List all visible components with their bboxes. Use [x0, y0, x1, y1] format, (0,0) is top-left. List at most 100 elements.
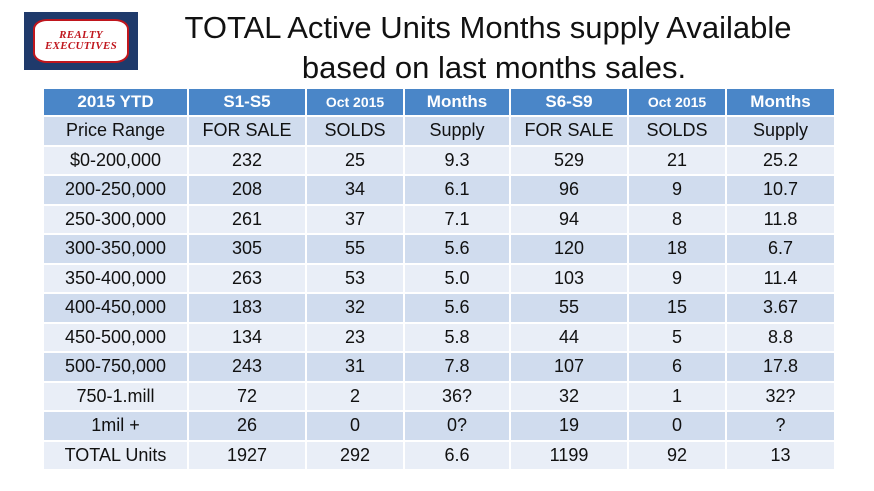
s1-s5-for-sale-cell: FOR SALE: [189, 117, 305, 145]
realty-executives-logo: REALTY EXECUTIVES: [24, 12, 138, 70]
s6-s9-for-sale-cell: 529: [511, 146, 627, 174]
s6-s9-supply-cell: Supply: [727, 117, 834, 145]
s1-s5-for-sale-cell: 72: [189, 382, 305, 410]
table-row: 400-450,000 183 32 5.6 55 15 3.67: [44, 294, 834, 322]
slide-title: TOTAL Active Units Months supply Availab…: [148, 8, 828, 88]
s1-s5-supply-cell: 5.6: [405, 235, 509, 263]
s6-s9-supply-cell: 32?: [727, 382, 834, 410]
s1-s5-solds-cell: 32: [307, 294, 403, 322]
s1-s5-solds-cell: 55: [307, 235, 403, 263]
price-range-cell: 450-500,000: [44, 323, 187, 351]
s1-s5-for-sale-cell: 26: [189, 412, 305, 440]
s1-s5-solds-cell: 23: [307, 323, 403, 351]
s1-s5-supply-cell: 7.8: [405, 353, 509, 381]
s1-s5-solds-cell: 34: [307, 176, 403, 204]
s1-s5-for-sale-cell: 263: [189, 264, 305, 292]
s1-s5-supply-cell: 5.8: [405, 323, 509, 351]
price-range-cell: Price Range: [44, 117, 187, 145]
price-range-cell: 400-450,000: [44, 294, 187, 322]
price-range-cell: 250-300,000: [44, 205, 187, 233]
s6-s9-solds-cell: 21: [629, 146, 725, 174]
s6-s9-supply-cell: 10.7: [727, 176, 834, 204]
price-range-cell: 500-750,000: [44, 353, 187, 381]
s1-s5-solds-cell: 53: [307, 264, 403, 292]
price-range-cell: 200-250,000: [44, 176, 187, 204]
s6-s9-for-sale-cell: 103: [511, 264, 627, 292]
s1-s5-supply-cell: 6.6: [405, 441, 509, 469]
logo-text-realty: REALTY: [59, 29, 103, 41]
s6-s9-supply-cell: 11.4: [727, 264, 834, 292]
s6-s9-for-sale-cell: 55: [511, 294, 627, 322]
s1-s5-supply-cell: 36?: [405, 382, 509, 410]
s6-s9-supply-cell: 17.8: [727, 353, 834, 381]
logo-text-executives: EXECUTIVES: [44, 40, 118, 52]
s1-s5-supply-cell: 9.3: [405, 146, 509, 174]
s6-s9-for-sale-cell: 107: [511, 353, 627, 381]
s6-s9-supply-cell: 3.67: [727, 294, 834, 322]
table-body: Price Range FOR SALE SOLDS Supply FOR SALE SO…: [44, 117, 834, 469]
price-range-cell: $0-200,000: [44, 146, 187, 174]
table-row: TOTAL Units 1927 292 6.6 1199 92 13: [44, 441, 834, 469]
s1-s5-solds-cell: 25: [307, 146, 403, 174]
s1-s5-for-sale-cell: 232: [189, 146, 305, 174]
s6-s9-for-sale-cell: 19: [511, 412, 627, 440]
s6-s9-solds-cell: 9: [629, 264, 725, 292]
header-months-s1: Months: [405, 89, 509, 115]
s1-s5-for-sale-cell: 208: [189, 176, 305, 204]
price-range-cell: 350-400,000: [44, 264, 187, 292]
s6-s9-solds-cell: 6: [629, 353, 725, 381]
s6-s9-supply-cell: 11.8: [727, 205, 834, 233]
table-row: 450-500,000 134 23 5.8 44 5 8.8: [44, 323, 834, 351]
header-oct-2015-s1: Oct 2015: [307, 89, 403, 115]
table-row: 350-400,000 263 53 5.0 103 9 11.4: [44, 264, 834, 292]
s6-s9-solds-cell: 92: [629, 441, 725, 469]
s1-s5-supply-cell: 5.6: [405, 294, 509, 322]
s1-s5-solds-cell: 292: [307, 441, 403, 469]
header-s1-s5: S1-S5: [189, 89, 305, 115]
s6-s9-supply-cell: ?: [727, 412, 834, 440]
price-range-cell: 1mil +: [44, 412, 187, 440]
s6-s9-solds-cell: 18: [629, 235, 725, 263]
s1-s5-supply-cell: 5.0: [405, 264, 509, 292]
s1-s5-supply-cell: 0?: [405, 412, 509, 440]
header-oct-2015-s6: Oct 2015: [629, 89, 725, 115]
s6-s9-supply-cell: 25.2: [727, 146, 834, 174]
s6-s9-for-sale-cell: 1199: [511, 441, 627, 469]
table-row: 200-250,000 208 34 6.1 96 9 10.7: [44, 176, 834, 204]
s6-s9-solds-cell: 1: [629, 382, 725, 410]
table-row: 500-750,000 243 31 7.8 107 6 17.8: [44, 353, 834, 381]
logo-badge: REALTY EXECUTIVES: [33, 19, 129, 63]
s1-s5-supply-cell: 7.1: [405, 205, 509, 233]
s1-s5-for-sale-cell: 261: [189, 205, 305, 233]
title-line-2: based on last months sales.: [301, 50, 687, 85]
s6-s9-solds-cell: 8: [629, 205, 725, 233]
s6-s9-solds-cell: 9: [629, 176, 725, 204]
table-row: 300-350,000 305 55 5.6 120 18 6.7: [44, 235, 834, 263]
s6-s9-supply-cell: 8.8: [727, 323, 834, 351]
s6-s9-for-sale-cell: FOR SALE: [511, 117, 627, 145]
s6-s9-supply-cell: 13: [727, 441, 834, 469]
s1-s5-for-sale-cell: 134: [189, 323, 305, 351]
s1-s5-solds-cell: 31: [307, 353, 403, 381]
s1-s5-solds-cell: 0: [307, 412, 403, 440]
s1-s5-supply-cell: Supply: [405, 117, 509, 145]
s1-s5-for-sale-cell: 305: [189, 235, 305, 263]
title-line-1: TOTAL Active Units Months supply Availab…: [184, 10, 792, 45]
s1-s5-for-sale-cell: 183: [189, 294, 305, 322]
subheader-row: Price Range FOR SALE SOLDS Supply FOR SALE SO…: [44, 117, 834, 145]
s6-s9-solds-cell: 15: [629, 294, 725, 322]
s1-s5-for-sale-cell: 243: [189, 353, 305, 381]
s1-s5-solds-cell: 37: [307, 205, 403, 233]
s1-s5-solds-cell: SOLDS: [307, 117, 403, 145]
table-row: 750-1.mill 72 2 36? 32 1 32?: [44, 382, 834, 410]
s6-s9-for-sale-cell: 94: [511, 205, 627, 233]
price-range-cell: 300-350,000: [44, 235, 187, 263]
s1-s5-for-sale-cell: 1927: [189, 441, 305, 469]
header-months-s6: Months: [727, 89, 834, 115]
table-row: $0-200,000 232 25 9.3 529 21 25.2: [44, 146, 834, 174]
table-row: 1mil +26 0 0? 19 0?: [44, 412, 834, 440]
s6-s9-for-sale-cell: 96: [511, 176, 627, 204]
s6-s9-solds-cell: SOLDS: [629, 117, 725, 145]
s1-s5-supply-cell: 6.1: [405, 176, 509, 204]
header-row: 2015 YTD S1-S5 Oct 2015 Months S6-S9 Oct…: [44, 89, 834, 115]
